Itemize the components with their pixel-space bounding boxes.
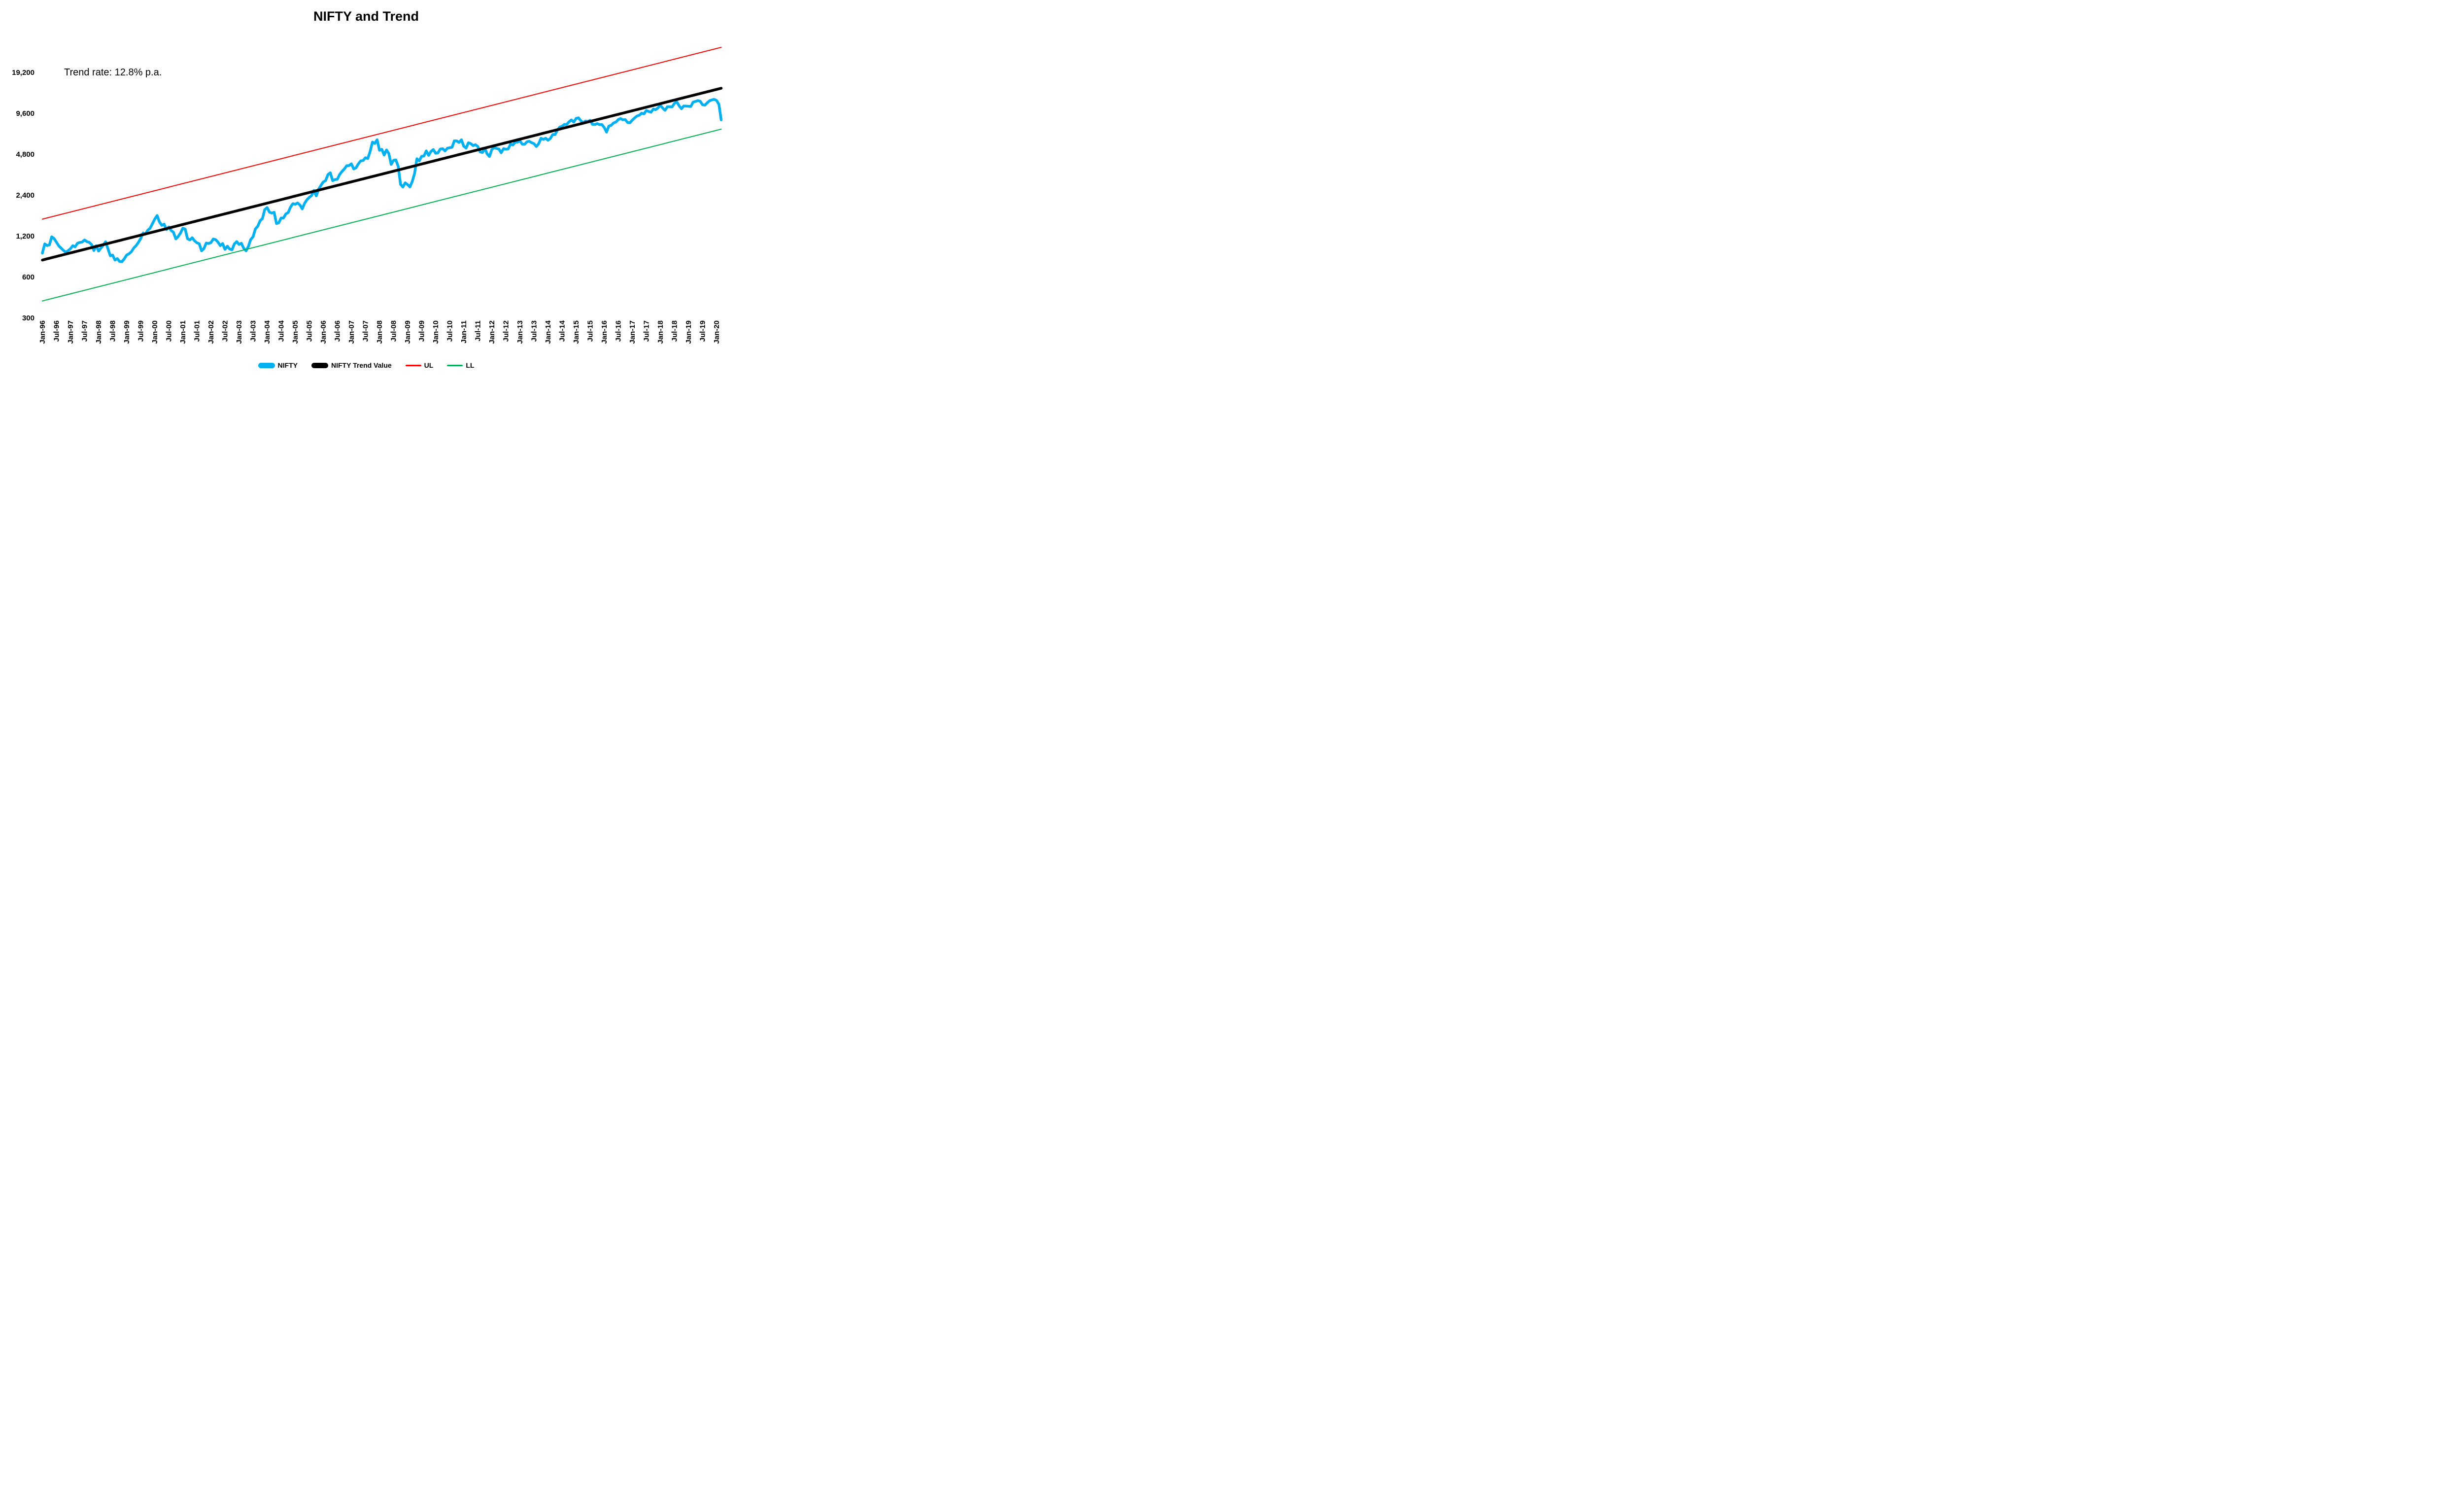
x-tick-label: Jul-96 xyxy=(53,320,61,342)
legend-item-ll: LL xyxy=(447,361,474,369)
legend-item-nifty: NIFTY xyxy=(258,361,298,369)
legend-marker-ul xyxy=(405,364,421,366)
x-tick-label: Jan-10 xyxy=(432,320,440,344)
x-tick-label: Jan-03 xyxy=(235,320,243,344)
x-tick-label: Jul-06 xyxy=(334,320,342,342)
legend: NIFTY NIFTY Trend Value UL LL xyxy=(0,361,732,369)
x-tick-label: Jan-05 xyxy=(291,320,300,344)
x-tick-label: Jul-09 xyxy=(418,320,426,342)
x-tick-label: Jul-97 xyxy=(81,320,89,342)
y-tick-label: 19,200 xyxy=(12,69,34,77)
x-tick-label: Jul-12 xyxy=(502,320,511,342)
trend-rate-annotation: Trend rate: 12.8% p.a. xyxy=(64,67,162,78)
x-tick-label: Jan-99 xyxy=(123,320,131,344)
legend-label: NIFTY Trend Value xyxy=(331,361,392,369)
x-tick-label: Jan-98 xyxy=(95,320,103,344)
x-tick-label: Jul-00 xyxy=(165,320,173,342)
x-tick-label: Jan-01 xyxy=(179,320,187,344)
x-tick-label: Jul-13 xyxy=(530,320,539,342)
y-tick-label: 300 xyxy=(22,314,34,322)
x-tick-label: Jan-15 xyxy=(572,320,581,344)
y-tick-label: 4,800 xyxy=(16,150,34,159)
upper-limit-line xyxy=(42,47,722,220)
legend-marker-ll xyxy=(447,364,463,366)
x-tick-label: Jul-14 xyxy=(558,320,567,342)
chart-canvas: NIFTY and Trend Trend rate: 12.8% p.a. 1… xyxy=(0,0,732,374)
x-tick-label: Jul-11 xyxy=(474,320,482,342)
x-tick-label: Jul-07 xyxy=(362,320,370,342)
x-tick-label: Jul-19 xyxy=(699,320,707,342)
x-tick-label: Jul-01 xyxy=(193,320,202,342)
x-tick-label: Jan-17 xyxy=(628,320,637,344)
x-tick-label: Jul-10 xyxy=(446,320,454,342)
x-tick-label: Jul-99 xyxy=(137,320,145,342)
legend-item-nifty-trend-value: NIFTY Trend Value xyxy=(311,361,392,369)
x-tick-label: Jul-18 xyxy=(671,320,679,342)
x-tick-label: Jan-19 xyxy=(684,320,693,344)
nifty-line xyxy=(41,98,723,263)
legend-marker-nifty-trend-value xyxy=(311,362,328,368)
x-tick-label: Jan-97 xyxy=(67,320,75,344)
x-tick-label: Jan-00 xyxy=(151,320,159,344)
legend-label: LL xyxy=(466,361,475,369)
y-tick-label: 1,200 xyxy=(16,232,34,241)
legend-marker-nifty xyxy=(258,362,275,368)
x-tick-label: Jan-06 xyxy=(319,320,328,344)
x-tick-label: Jan-18 xyxy=(656,320,665,344)
x-tick-label: Jan-14 xyxy=(544,320,552,344)
lower-limit-line xyxy=(42,129,722,302)
x-tick-label: Jan-16 xyxy=(600,320,609,344)
x-tick-label: Jul-05 xyxy=(306,320,314,342)
x-tick-label: Jan-02 xyxy=(207,320,215,344)
y-tick-label: 600 xyxy=(22,273,34,281)
x-tick-label: Jan-20 xyxy=(713,320,721,344)
x-tick-label: Jan-09 xyxy=(404,320,412,344)
x-tick-label: Jan-12 xyxy=(488,320,496,344)
x-tick-label: Jan-04 xyxy=(263,320,272,344)
legend-item-ul: UL xyxy=(405,361,434,369)
x-tick-label: Jan-07 xyxy=(347,320,356,344)
chart-title: NIFTY and Trend xyxy=(313,9,419,24)
x-tick-label: Jul-02 xyxy=(221,320,230,342)
plot-area: 19,200 9,600 4,800 2,400 1,200 600 300 Jan-96 Ju… xyxy=(12,47,723,344)
x-tick-label: Jan-11 xyxy=(460,320,468,344)
legend-label: NIFTY xyxy=(277,361,298,369)
x-tick-label: Jan-13 xyxy=(516,320,524,344)
y-tick-label: 9,600 xyxy=(16,109,34,118)
x-tick-label: Jan-96 xyxy=(38,320,47,344)
x-tick-label: Jul-08 xyxy=(390,320,398,342)
x-tick-label: Jan-08 xyxy=(376,320,384,344)
x-tick-label: Jul-98 xyxy=(109,320,117,342)
x-tick-label: Jul-15 xyxy=(586,320,595,342)
x-tick-label: Jul-16 xyxy=(615,320,623,342)
x-tick-label: Jul-03 xyxy=(249,320,258,342)
x-tick-label: Jul-04 xyxy=(277,320,286,342)
x-tick-label: Jul-17 xyxy=(643,320,651,342)
legend-label: UL xyxy=(424,361,434,369)
trend-line xyxy=(41,87,723,262)
y-tick-label: 2,400 xyxy=(16,191,34,200)
